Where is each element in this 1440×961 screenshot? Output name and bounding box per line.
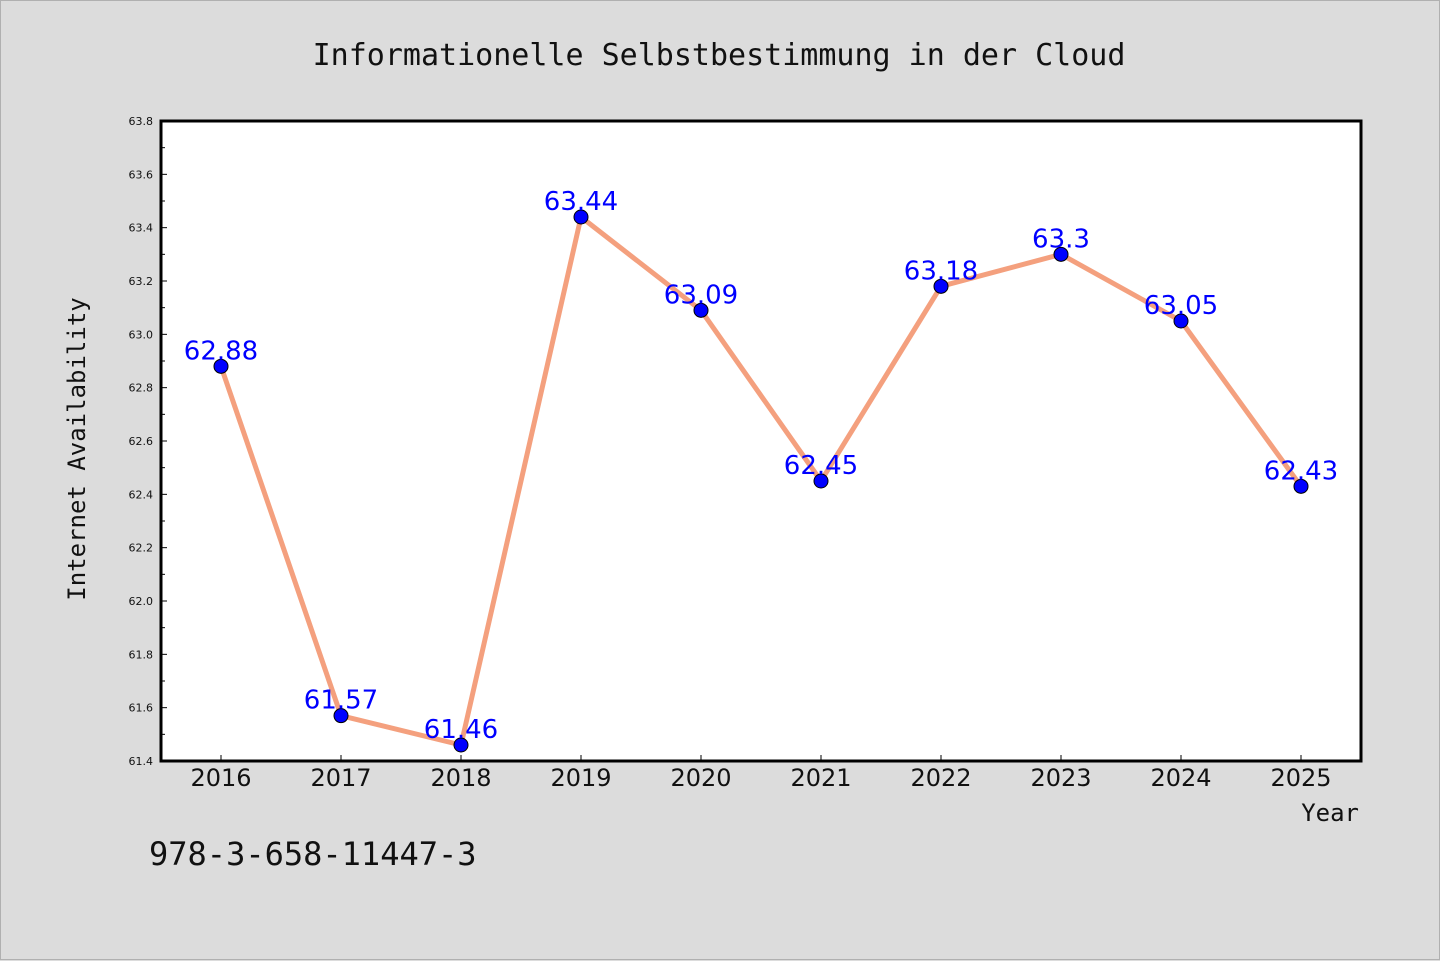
footer-note: 978-3-658-11447-3 [149,835,477,873]
data-point [1173,313,1189,329]
y-tick-label: 62.6 [129,435,154,448]
data-markers [213,209,1309,753]
data-point [693,302,709,318]
data-point [813,473,829,489]
data-label: 63.05 [1144,291,1218,321]
y-tick-label: 61.4 [129,755,154,768]
x-tick-label: 2022 [910,764,971,792]
data-label: 63.44 [544,187,618,217]
data-label: 62.88 [184,336,258,366]
y-tick-label: 61.8 [129,648,154,661]
x-axis-label: Year [1301,799,1359,827]
x-tick-label: 2016 [190,764,251,792]
x-tick-label: 2018 [430,764,491,792]
y-tick-label: 63.8 [129,115,154,128]
x-tick-label: 2023 [1030,764,1091,792]
y-tick-label: 63.0 [129,328,154,341]
data-label: 63.18 [904,256,978,286]
y-tick-label: 61.6 [129,702,154,715]
data-label: 63.09 [664,280,738,310]
plot-area [159,119,1363,763]
y-tick-label: 63.2 [129,275,154,288]
data-label: 63.3 [1032,224,1090,254]
y-tick-label: 62.8 [129,382,154,395]
y-axis-label: Internet Availability [63,297,91,600]
x-tick-label: 2017 [310,764,371,792]
y-tick-label: 62.4 [129,488,154,501]
x-tick-label: 2024 [1150,764,1211,792]
data-label: 62.43 [1264,456,1338,486]
y-axis-ticks: 61.4 61.6 61.8 62.0 62.2 62.4 62.6 62.8 63.0 63.2… [129,115,167,768]
y-tick-label: 62.2 [129,542,154,555]
data-point [1293,478,1309,494]
chart-title: Informationelle Selbstbestimmung in der … [313,38,1126,73]
data-point [573,209,589,225]
data-point [333,708,349,724]
y-tick-label: 62.0 [129,595,154,608]
data-point [453,737,469,753]
x-tick-label: 2025 [1270,764,1331,792]
data-label: 61.57 [304,686,378,716]
data-label: 61.46 [424,715,498,745]
x-tick-label: 2020 [670,764,731,792]
x-tick-label: 2021 [790,764,851,792]
x-axis-ticks: 2016 2017 2018 2019 2020 2021 2022 2023 2024 2025 [190,755,1332,792]
y-tick-label: 63.6 [129,168,154,181]
data-labels: 62.88 61.57 61.46 63.44 63.09 62.45 63.18 63.3 6… [184,187,1338,745]
series-line [218,214,1304,748]
x-tick-label: 2019 [550,764,611,792]
data-point [933,278,949,294]
data-point [213,358,229,374]
y-tick-label: 63.4 [129,222,154,235]
data-label: 62.45 [784,451,858,481]
data-point [1053,246,1069,262]
